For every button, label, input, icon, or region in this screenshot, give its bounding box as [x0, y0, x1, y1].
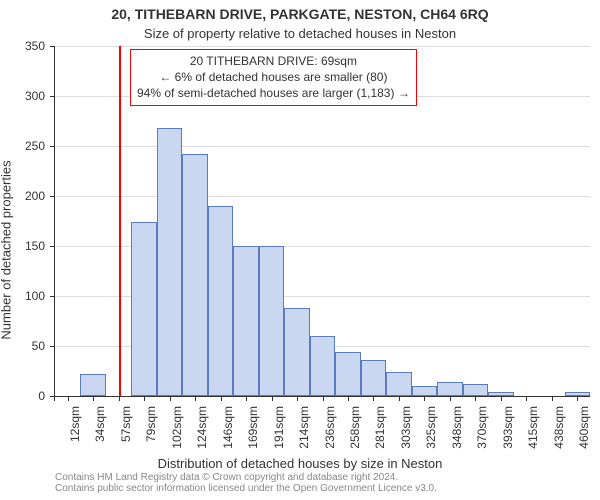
- x-tick-label: 34sqm: [93, 406, 107, 442]
- y-tick-label: 0: [38, 389, 45, 403]
- gridline: [55, 146, 590, 147]
- x-tick-label: 281sqm: [373, 406, 387, 449]
- info-box: 20 TITHEBARN DRIVE: 69sqm← 6% of detache…: [130, 49, 417, 106]
- info-box-line-1: 20 TITHEBARN DRIVE: 69sqm: [137, 53, 410, 69]
- x-tick-label: 57sqm: [119, 406, 133, 442]
- x-tick-label: 236sqm: [323, 406, 337, 449]
- x-tick-label: 460sqm: [577, 406, 591, 449]
- x-tick-label: 438sqm: [552, 406, 566, 449]
- bar: [80, 374, 105, 396]
- bar: [463, 384, 488, 396]
- x-tick-label: 12sqm: [68, 406, 82, 442]
- info-box-line-3: 94% of semi-detached houses are larger (…: [137, 85, 410, 101]
- info-box-line-2: ← 6% of detached houses are smaller (80): [137, 69, 410, 85]
- bar: [208, 206, 233, 396]
- x-tick-label: 146sqm: [221, 406, 235, 449]
- x-axis-line: [50, 396, 590, 397]
- bar: [437, 382, 462, 396]
- x-tick-label: 258sqm: [348, 406, 362, 449]
- y-tick-label: 350: [25, 39, 45, 53]
- y-axis-line: [54, 46, 55, 401]
- x-tick-label: 124sqm: [195, 406, 209, 449]
- y-tick-label: 250: [25, 139, 45, 153]
- bar: [131, 222, 156, 396]
- gridline: [55, 196, 590, 197]
- bar: [284, 308, 309, 396]
- bar: [310, 336, 335, 396]
- x-tick-label: 325sqm: [424, 406, 438, 449]
- x-tick-label: 415sqm: [526, 406, 540, 449]
- y-tick-label: 50: [32, 339, 45, 353]
- x-tick-label: 79sqm: [144, 406, 158, 442]
- x-axis-label: Distribution of detached houses by size …: [0, 456, 600, 471]
- x-tick-label: 348sqm: [450, 406, 464, 449]
- plot-area: 05010015020025030035012sqm34sqm57sqm79sq…: [55, 46, 590, 396]
- bar: [361, 360, 386, 396]
- property-marker-line: [119, 46, 121, 396]
- bar: [233, 246, 258, 396]
- x-tick-label: 303sqm: [399, 406, 413, 449]
- bar: [335, 352, 360, 396]
- x-tick-label: 393sqm: [501, 406, 515, 449]
- y-tick-label: 300: [25, 89, 45, 103]
- x-tick-label: 191sqm: [272, 406, 286, 449]
- bar: [259, 246, 284, 396]
- y-axis-label: Number of detached properties: [0, 160, 14, 339]
- attribution-line-2: Contains public sector information licen…: [55, 483, 437, 494]
- chart-title: 20, TITHEBARN DRIVE, PARKGATE, NESTON, C…: [0, 6, 600, 22]
- bar: [182, 154, 207, 396]
- y-tick-label: 100: [25, 289, 45, 303]
- attribution-line-1: Contains HM Land Registry data © Crown c…: [55, 472, 437, 483]
- x-tick-label: 214sqm: [297, 406, 311, 449]
- bar: [157, 128, 182, 396]
- gridline: [55, 46, 590, 47]
- bar: [386, 372, 411, 396]
- x-tick-label: 370sqm: [475, 406, 489, 449]
- y-tick-label: 200: [25, 189, 45, 203]
- y-tick-label: 150: [25, 239, 45, 253]
- x-tick-label: 102sqm: [170, 406, 184, 449]
- bar: [412, 386, 437, 396]
- chart-subtitle: Size of property relative to detached ho…: [0, 26, 600, 41]
- attribution: Contains HM Land Registry data © Crown c…: [55, 472, 437, 494]
- x-tick-label: 169sqm: [246, 406, 260, 449]
